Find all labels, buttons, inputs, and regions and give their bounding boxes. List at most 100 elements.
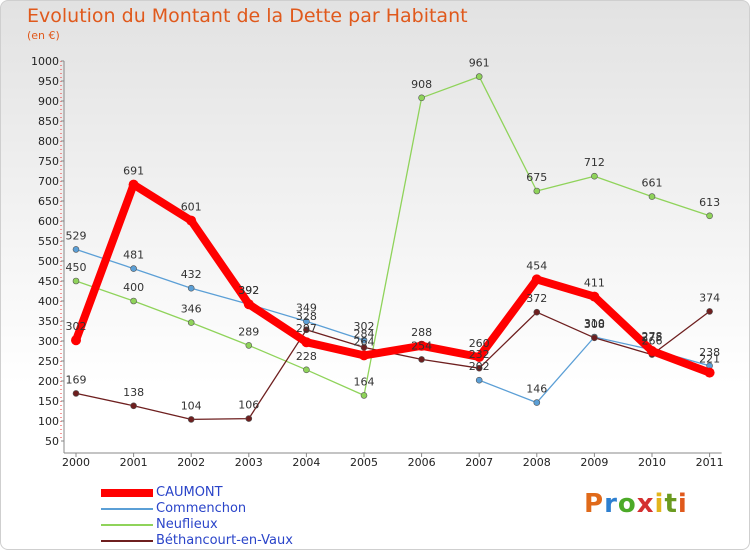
chart-title: Evolution du Montant de la Dette par Hab… [27,5,468,27]
y-tick-label: 900 [38,95,59,108]
data-point-caumont [647,346,657,356]
x-tick-label: 2009 [580,456,608,469]
data-label-commenchon: 349 [296,301,317,314]
data-point-neuflieux [303,366,310,374]
data-point-caumont [589,291,600,302]
chart-subtitle: (en €) [27,29,60,42]
legend-label: Neuflieux [156,517,218,532]
x-tick-label: 2007 [465,456,493,469]
data-label-caumont: 288 [411,326,432,339]
legend-label: CAUMONT [156,485,223,500]
data-label-bethancourt-en-vaux: 138 [123,386,144,399]
data-point-commenchon [187,284,195,292]
data-point-caumont [243,299,254,310]
data-point-neuflieux [418,94,425,102]
data-label-bethancourt-en-vaux: 328 [296,310,317,323]
data-label-neuflieux: 961 [469,57,490,70]
data-point-neuflieux [533,187,541,195]
data-point-neuflieux [245,342,253,349]
data-point-caumont [71,335,81,346]
data-point-caumont [474,352,485,362]
y-tick-label: 850 [38,115,59,128]
data-label-commenchon: 392 [238,284,259,297]
data-label-neuflieux: 400 [123,281,144,294]
data-point-caumont [186,215,197,226]
x-tick-label: 2010 [638,456,666,469]
y-tick-label: 50 [45,435,59,448]
data-label-caumont: 392 [238,284,259,297]
data-label-commenchon: 278 [642,330,663,343]
data-point-bethancourt-en-vaux [591,334,598,342]
data-point-caumont [359,350,369,361]
data-label-commenchon: 432 [181,268,202,281]
data-label-neuflieux: 661 [642,177,663,190]
data-point-caumont [531,274,542,285]
data-point-commenchon [533,399,541,406]
data-point-neuflieux [706,212,713,220]
data-label-neuflieux: 228 [296,350,317,363]
y-tick-label: 800 [38,135,59,148]
data-point-caumont [301,337,312,348]
data-label-neuflieux: 908 [411,78,432,91]
data-label-bethancourt-en-vaux: 104 [181,399,202,412]
y-tick-label: 250 [38,355,59,368]
x-tick-label: 2008 [523,456,551,469]
data-point-caumont [128,179,139,190]
data-label-commenchon: 310 [584,317,605,330]
data-label-bethancourt-en-vaux: 266 [642,335,663,348]
data-point-commenchon [130,265,137,272]
data-point-neuflieux [591,172,598,180]
series-line-bethancourt-en-vaux [75,310,711,421]
data-point-bethancourt-en-vaux [533,308,541,316]
data-point-neuflieux [648,193,656,200]
line-chart: 50 100 150 200 250 300 350 400 450 500 550 600 650 70… [31,55,724,469]
data-point-neuflieux [187,319,195,326]
legend-swatch [101,540,153,542]
y-tick-label: 550 [38,235,59,248]
data-point-bethancourt-en-vaux [187,416,195,423]
data-label-caumont: 601 [181,201,202,214]
data-point-caumont [704,367,715,378]
data-label-bethancourt-en-vaux: 308 [584,318,605,331]
data-point-neuflieux [130,297,137,305]
data-label-bethancourt-en-vaux: 284 [354,327,375,340]
data-point-bethancourt-en-vaux [706,308,713,315]
legend-swatch [101,489,153,497]
y-tick-label: 100 [38,415,59,428]
legend-label: Béthancourt-en-Vaux [156,533,293,548]
data-label-caumont: 454 [526,259,547,272]
data-label-caumont: 264 [354,335,375,348]
data-label-neuflieux: 164 [354,375,375,388]
y-tick-label: 350 [38,315,59,328]
data-label-commenchon: 529 [66,229,87,242]
y-tick-label: 750 [38,155,59,168]
data-point-neuflieux [72,277,80,285]
data-label-caumont: 411 [584,277,605,290]
data-label-neuflieux: 675 [526,171,547,184]
y-tick-label: 500 [38,255,59,268]
y-tick-label: 450 [38,275,59,288]
legend-label: Commenchon [156,501,247,516]
data-point-bethancourt-en-vaux [418,356,425,363]
data-point-commenchon [475,376,483,384]
data-label-caumont: 297 [296,322,317,335]
y-tick-label: 600 [38,215,59,228]
data-label-bethancourt-en-vaux: 254 [411,339,432,352]
data-label-caumont: 260 [469,337,490,350]
data-label-neuflieux: 712 [584,156,605,169]
series-line-caumont [72,180,714,377]
data-label-commenchon: 302 [354,320,375,333]
series-line-commenchon [75,248,365,341]
data-point-bethancourt-en-vaux [72,390,80,397]
data-point-bethancourt-en-vaux [475,364,483,372]
data-point-commenchon [360,336,368,344]
data-point-bethancourt-en-vaux [245,415,253,422]
y-tick-label: 300 [38,335,59,348]
y-tick-label: 650 [38,195,59,208]
x-tick-label: 2003 [235,456,263,469]
data-point-commenchon [72,246,80,253]
data-label-commenchon: 481 [123,249,144,262]
data-label-caumont: 275 [642,331,663,344]
data-label-caumont: 691 [123,165,144,178]
series-line-commenchon [478,336,711,404]
